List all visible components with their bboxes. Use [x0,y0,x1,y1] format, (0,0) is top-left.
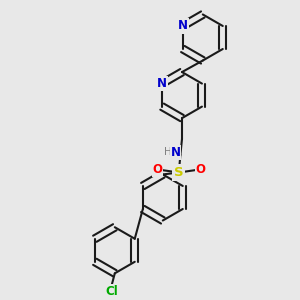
Text: N: N [178,20,188,32]
Text: N: N [157,77,167,90]
Text: S: S [174,166,184,179]
Text: H: H [164,147,172,158]
Text: Cl: Cl [105,285,118,298]
Text: N: N [171,146,181,159]
Text: O: O [152,164,162,176]
Text: O: O [195,164,205,176]
